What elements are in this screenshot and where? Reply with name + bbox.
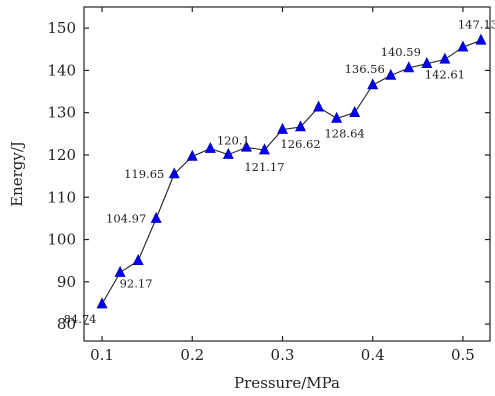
data-label: 92.17: [120, 277, 153, 291]
x-tick-label: 0.4: [361, 346, 385, 364]
y-tick-label: 120: [47, 146, 76, 164]
data-label: 119.65: [124, 167, 164, 181]
data-label: 120.1: [217, 134, 250, 148]
x-tick-label: 0.3: [271, 346, 295, 364]
data-point-marker: [367, 78, 379, 90]
data-point-marker: [475, 33, 487, 45]
y-tick-label: 130: [47, 104, 76, 122]
data-point-marker: [168, 167, 180, 179]
data-label: 140.59: [381, 45, 421, 59]
data-point-marker: [385, 68, 397, 80]
data-point-marker: [114, 265, 126, 277]
data-label: 147.13: [458, 17, 495, 31]
data-label: 84.74: [64, 312, 97, 326]
data-label: 104.97: [106, 212, 146, 226]
x-tick-label: 0.1: [90, 346, 114, 364]
y-axis-title: Energy/J: [8, 141, 26, 207]
y-tick-label: 150: [47, 19, 76, 37]
data-label: 128.64: [324, 126, 364, 140]
data-point-marker: [132, 254, 144, 265]
data-point-marker: [277, 122, 288, 134]
y-tick-label: 90: [57, 273, 76, 291]
y-tick-label: 80: [57, 315, 76, 333]
data-point-marker: [258, 143, 270, 155]
y-tick-label: 100: [47, 231, 76, 249]
data-point-marker: [204, 141, 216, 153]
data-point-marker: [349, 106, 361, 117]
data-point-marker: [240, 140, 252, 152]
series-line: [101, 39, 482, 305]
data-point-marker: [403, 61, 415, 73]
x-tick-label: 0.2: [180, 346, 204, 364]
data-label: 121.17: [244, 160, 284, 174]
data-point-marker: [331, 111, 343, 123]
data-point-marker: [150, 211, 162, 223]
data-point-marker: [96, 297, 108, 309]
data-label: 142.61: [425, 67, 465, 81]
data-point-marker: [295, 120, 307, 132]
x-tick-label: 0.5: [451, 346, 475, 364]
data-point-marker: [421, 56, 433, 68]
plot-frame: [83, 6, 491, 342]
data-point-marker: [439, 52, 451, 64]
data-label: 126.62: [280, 137, 320, 151]
y-tick-label: 110: [47, 188, 76, 206]
x-axis-title: Pressure/MPa: [234, 374, 340, 392]
data-point-marker: [457, 40, 469, 52]
data-point-marker: [222, 147, 234, 159]
data-point-marker: [186, 149, 198, 161]
y-tick-label: 140: [47, 61, 76, 79]
data-point-marker: [313, 100, 325, 112]
data-label: 136.56: [345, 62, 385, 76]
